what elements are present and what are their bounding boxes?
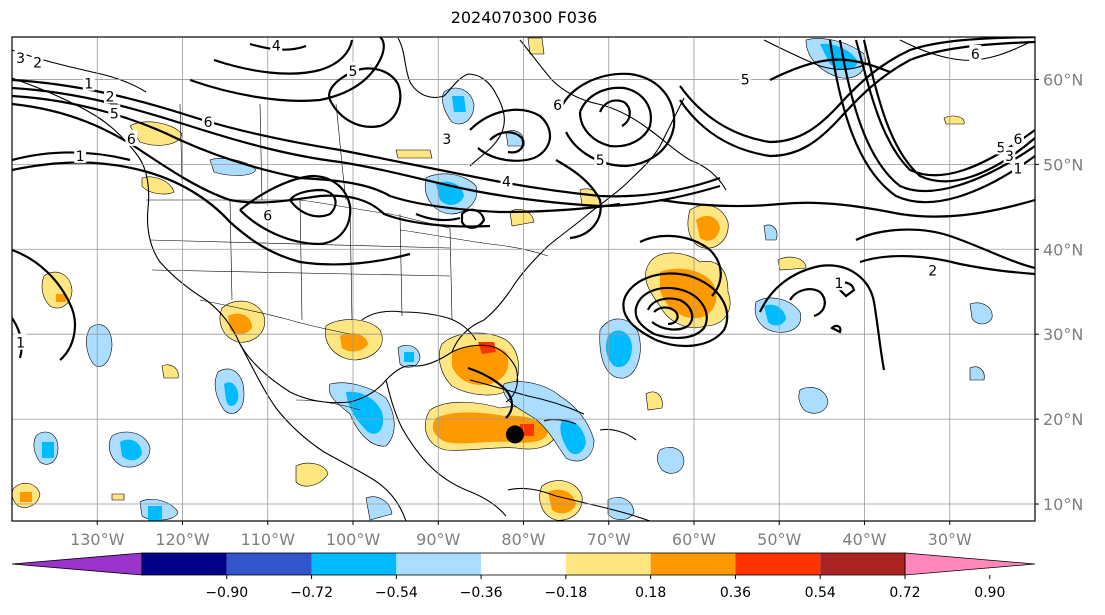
contour-value-label: 5: [596, 153, 605, 169]
contour-value-label: 3: [16, 51, 25, 67]
colorbar-tick-label: −0.54: [375, 585, 418, 601]
colorbar-tick-label: 0.18: [635, 585, 666, 601]
contour-value-label: 1: [76, 149, 85, 165]
contour-value-label: 6: [204, 115, 213, 131]
contour-value-label: 6: [971, 47, 980, 63]
longitude-tick-label: 80°W: [501, 530, 545, 549]
lat-lon-grid: [12, 37, 1035, 521]
longitude-tick-label: 50°W: [757, 530, 801, 549]
contour-value-label: 6: [1013, 132, 1022, 148]
latitude-tick-label: 10°N: [1043, 495, 1083, 514]
colorbar-tick-label: 0.54: [805, 585, 836, 601]
map-title: 2024070300 F036: [450, 8, 598, 27]
longitude-tick-label: 30°W: [928, 530, 972, 549]
colorbar-tick-label: −0.72: [290, 585, 333, 601]
colorbar-segment: [396, 553, 482, 575]
latitude-tick-label: 40°N: [1043, 240, 1083, 259]
contour-value-label: 2: [106, 89, 115, 105]
latitude-tick-label: 50°N: [1043, 155, 1083, 174]
colorbar-tick-label: 0.36: [720, 585, 751, 601]
contour-value-label: 4: [272, 38, 281, 54]
longitude-tick-label: 120°W: [155, 530, 210, 549]
contour-value-label: 1: [834, 276, 843, 292]
longitude-tick-label: 130°W: [70, 530, 125, 549]
contour-value-label: 5: [741, 72, 750, 88]
contour-value-label: 1: [16, 336, 25, 352]
colorbar-segment: [650, 553, 736, 575]
colorbar-segment: [565, 553, 651, 575]
contour-value-label: 2: [928, 264, 937, 280]
longitude-labels: 130°W 120°W 110°W 100°W 90°W 80°W 70°W 60°W 50°W…: [70, 521, 972, 549]
contour-value-label: 5: [349, 64, 358, 80]
colorbar-segment: [820, 553, 905, 575]
contour-value-label: 1: [84, 77, 93, 93]
contour-value-label: 4: [502, 174, 511, 190]
colorbar-segment: [735, 553, 821, 575]
colorbar-segment: [311, 553, 397, 575]
longitude-tick-label: 110°W: [241, 530, 296, 549]
colorbar-extend-min: [11, 552, 143, 576]
contour-value-label: 3: [1005, 149, 1014, 165]
contour-value-label: 2: [33, 55, 42, 71]
contour-value-label: 1: [1013, 162, 1022, 178]
contour-value-label: 6: [263, 208, 272, 224]
latitude-labels: 10°N 20°N 30°N 40°N 50°N 60°N: [1035, 70, 1083, 514]
colorbar-tick-label: −0.90: [205, 585, 248, 601]
contour-value-label: 5: [996, 140, 1005, 156]
colorbar-extend-max: [904, 552, 1036, 576]
latitude-tick-label: 20°N: [1043, 410, 1083, 429]
colorbar-tick-label: 0.90: [974, 585, 1005, 601]
colorbar-segment: [142, 553, 227, 575]
contour-value-label: 6: [127, 132, 136, 148]
colorbar-tick-label: −0.18: [544, 585, 587, 601]
latitude-tick-label: 60°N: [1043, 70, 1083, 89]
colorbar-segment: [481, 553, 566, 575]
longitude-tick-label: 60°W: [672, 530, 716, 549]
longitude-tick-label: 100°W: [326, 530, 381, 549]
colorbar-segment: [226, 553, 312, 575]
longitude-tick-label: 90°W: [416, 530, 460, 549]
colorbar-tick-label: −0.36: [460, 585, 503, 601]
contour-value-label: 6: [553, 98, 562, 114]
storm-center-marker: [505, 425, 524, 444]
contour-value-label: 5: [110, 106, 119, 122]
contour-value-label: 3: [442, 132, 451, 148]
latitude-tick-label: 30°N: [1043, 325, 1083, 344]
colorbar: −0.90 −0.72 −0.54 −0.36 −0.18 0.18 0.36 0.54 0.7…: [11, 552, 1036, 601]
longitude-tick-label: 70°W: [587, 530, 631, 549]
colorbar-tick-label: 0.72: [889, 585, 920, 601]
longitude-tick-label: 40°W: [842, 530, 886, 549]
